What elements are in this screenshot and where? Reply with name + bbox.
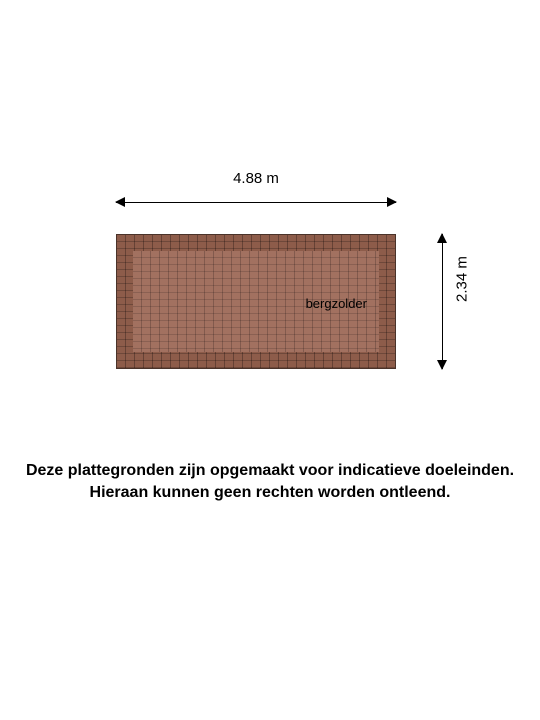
arrow-right-icon bbox=[387, 197, 397, 207]
disclaimer-line2: Hieraan kunnen geen rechten worden ontle… bbox=[12, 482, 528, 504]
dimension-width-line bbox=[116, 202, 396, 203]
roof-outline: bergzolder bbox=[116, 234, 396, 369]
floorplan-canvas: 4.88 m 2.34 m bergzolder Deze plattegron… bbox=[0, 0, 540, 720]
dimension-height-line bbox=[442, 234, 443, 369]
dimension-width-label: 4.88 m bbox=[116, 170, 396, 187]
dimension-height: 2.34 m bbox=[432, 234, 456, 369]
dimension-width: 4.88 m bbox=[116, 192, 396, 216]
dimension-height-label: 2.34 m bbox=[454, 256, 471, 302]
arrow-left-icon bbox=[115, 197, 125, 207]
disclaimer-line1: Deze plattegronden zijn opgemaakt voor i… bbox=[12, 460, 528, 482]
disclaimer: Deze plattegronden zijn opgemaakt voor i… bbox=[0, 460, 540, 503]
arrow-up-icon bbox=[437, 233, 447, 243]
room-label: bergzolder bbox=[306, 296, 367, 311]
arrow-down-icon bbox=[437, 360, 447, 370]
